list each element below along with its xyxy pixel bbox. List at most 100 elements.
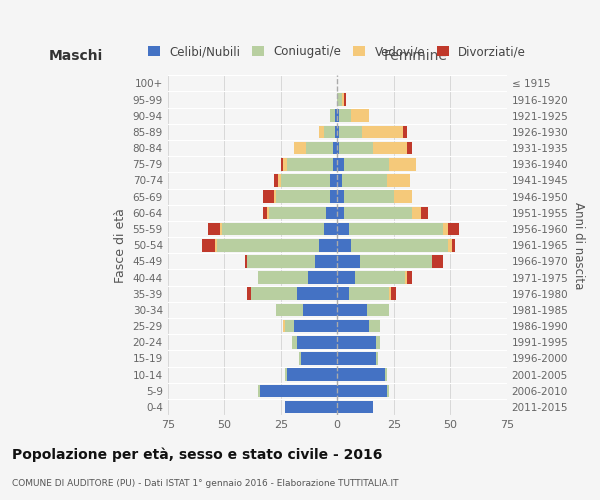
Bar bbox=[342, 174, 387, 187]
Bar bbox=[337, 142, 340, 154]
Bar bbox=[276, 190, 331, 203]
Bar bbox=[323, 222, 337, 235]
Bar bbox=[331, 110, 335, 122]
Bar bbox=[340, 110, 351, 122]
Bar bbox=[448, 222, 459, 235]
Bar bbox=[299, 352, 301, 365]
Bar bbox=[362, 126, 403, 138]
Bar bbox=[351, 110, 369, 122]
Bar bbox=[387, 384, 389, 397]
Text: Femmine: Femmine bbox=[383, 50, 447, 64]
Bar bbox=[326, 206, 337, 219]
Bar bbox=[278, 174, 281, 187]
Bar bbox=[202, 239, 215, 252]
Bar bbox=[337, 126, 340, 138]
Bar bbox=[258, 272, 308, 284]
Bar bbox=[337, 288, 349, 300]
Bar bbox=[296, 336, 337, 348]
Bar bbox=[337, 94, 342, 106]
Bar bbox=[296, 288, 337, 300]
Bar bbox=[337, 239, 351, 252]
Bar bbox=[287, 368, 337, 381]
Text: Maschi: Maschi bbox=[49, 50, 103, 64]
Text: Popolazione per età, sesso e stato civile - 2016: Popolazione per età, sesso e stato civil… bbox=[12, 448, 382, 462]
Bar bbox=[269, 206, 326, 219]
Bar bbox=[394, 190, 412, 203]
Bar bbox=[287, 158, 332, 170]
Bar bbox=[319, 239, 337, 252]
Bar bbox=[340, 142, 373, 154]
Bar bbox=[337, 320, 369, 332]
Bar bbox=[337, 400, 373, 413]
Bar bbox=[452, 239, 455, 252]
Bar bbox=[285, 320, 294, 332]
Bar bbox=[220, 222, 222, 235]
Bar bbox=[285, 368, 287, 381]
Bar bbox=[323, 126, 335, 138]
Bar bbox=[260, 384, 337, 397]
Bar bbox=[337, 368, 385, 381]
Bar bbox=[208, 222, 220, 235]
Bar bbox=[344, 94, 346, 106]
Bar bbox=[301, 352, 337, 365]
Bar bbox=[387, 174, 410, 187]
Bar bbox=[305, 142, 332, 154]
Bar bbox=[332, 142, 337, 154]
Bar bbox=[215, 239, 217, 252]
Bar bbox=[351, 239, 448, 252]
Bar bbox=[376, 352, 378, 365]
Bar bbox=[337, 272, 355, 284]
Bar bbox=[403, 126, 407, 138]
Bar bbox=[344, 190, 394, 203]
Legend: Celibi/Nubili, Coniugati/e, Vedovi/e, Divorziati/e: Celibi/Nubili, Coniugati/e, Vedovi/e, Di… bbox=[143, 40, 531, 63]
Bar bbox=[376, 336, 380, 348]
Bar bbox=[294, 320, 337, 332]
Bar bbox=[335, 126, 337, 138]
Bar bbox=[331, 190, 337, 203]
Bar bbox=[276, 304, 303, 316]
Bar bbox=[337, 304, 367, 316]
Bar bbox=[405, 272, 407, 284]
Bar bbox=[247, 255, 314, 268]
Bar bbox=[360, 255, 432, 268]
Bar bbox=[349, 222, 443, 235]
Bar bbox=[344, 206, 412, 219]
Bar bbox=[340, 126, 362, 138]
Bar bbox=[421, 206, 428, 219]
Bar bbox=[432, 255, 443, 268]
Bar bbox=[391, 288, 396, 300]
Bar bbox=[337, 222, 349, 235]
Bar bbox=[274, 190, 276, 203]
Bar bbox=[389, 158, 416, 170]
Text: COMUNE DI AUDITORE (PU) - Dati ISTAT 1° gennaio 2016 - Elaborazione TUTTITALIA.I: COMUNE DI AUDITORE (PU) - Dati ISTAT 1° … bbox=[12, 478, 398, 488]
Bar bbox=[217, 239, 319, 252]
Bar bbox=[344, 158, 389, 170]
Bar bbox=[342, 94, 344, 106]
Bar bbox=[319, 126, 323, 138]
Bar bbox=[349, 288, 389, 300]
Bar bbox=[283, 158, 287, 170]
Bar bbox=[281, 158, 283, 170]
Bar bbox=[337, 110, 340, 122]
Bar bbox=[337, 158, 344, 170]
Bar bbox=[337, 255, 360, 268]
Bar bbox=[245, 255, 247, 268]
Bar bbox=[258, 384, 260, 397]
Bar bbox=[412, 206, 421, 219]
Bar bbox=[283, 320, 285, 332]
Bar bbox=[274, 174, 278, 187]
Bar bbox=[373, 142, 407, 154]
Bar bbox=[407, 142, 412, 154]
Bar bbox=[448, 239, 452, 252]
Bar bbox=[443, 222, 448, 235]
Bar bbox=[337, 190, 344, 203]
Bar bbox=[331, 174, 337, 187]
Bar bbox=[407, 272, 412, 284]
Bar bbox=[294, 142, 305, 154]
Bar bbox=[222, 222, 323, 235]
Bar bbox=[337, 336, 376, 348]
Bar bbox=[389, 288, 391, 300]
Bar bbox=[332, 158, 337, 170]
Y-axis label: Fasce di età: Fasce di età bbox=[114, 208, 127, 282]
Bar bbox=[308, 272, 337, 284]
